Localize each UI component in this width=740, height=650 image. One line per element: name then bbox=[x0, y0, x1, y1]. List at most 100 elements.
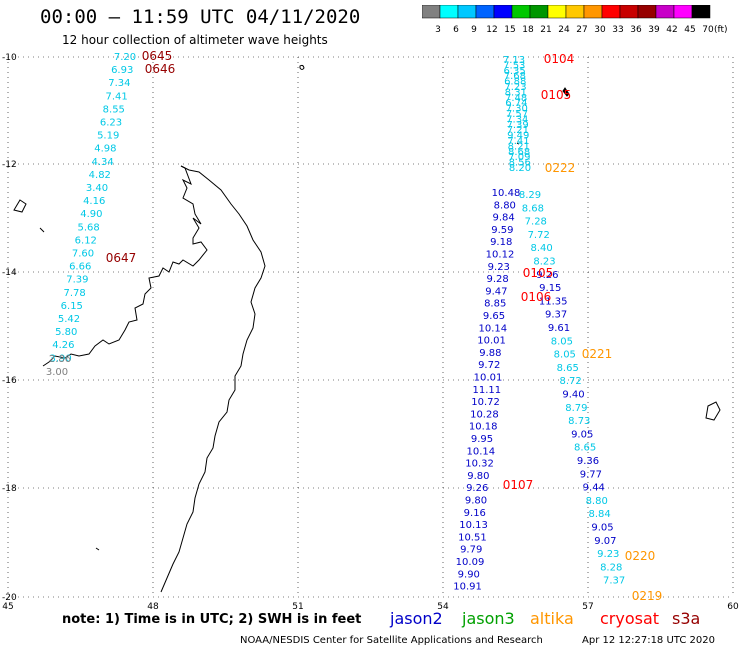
generated-timestamp: Apr 12 12:27:18 UTC 2020 bbox=[582, 635, 715, 646]
wave-height-value: 7.23 bbox=[504, 82, 526, 93]
lat-tick-label: -14 bbox=[2, 268, 17, 278]
pass-time-label: 0219 bbox=[632, 589, 663, 603]
lat-lon-grid: 45 48 51 54 57 60 -10 -12 -14 -16 -18 -20 bbox=[2, 53, 739, 610]
wave-height-value: 9.07 bbox=[594, 536, 616, 547]
lat-tick-label: -10 bbox=[2, 53, 17, 63]
lat-tick-label: -16 bbox=[2, 376, 17, 386]
wave-height-value: 7.13 bbox=[503, 55, 525, 66]
wave-height-value: 7.34 bbox=[506, 114, 528, 125]
wave-height-value: 10.32 bbox=[465, 459, 494, 470]
lon-tick-label: 54 bbox=[437, 602, 449, 610]
wave-height-value: 9.79 bbox=[460, 545, 482, 556]
wave-height-value: 10.14 bbox=[478, 323, 507, 334]
pass-time-label: 0646 bbox=[145, 62, 176, 76]
wave-height-value: 9.84 bbox=[492, 213, 514, 224]
wave-height-value: 7.57 bbox=[506, 109, 528, 120]
wave-height-value: 9.26 bbox=[536, 270, 558, 281]
map-title: 00:00 – 11:59 UTC 04/11/2020 bbox=[40, 6, 361, 28]
lon-tick-label: 51 bbox=[292, 602, 303, 610]
lat-tick-label: -20 bbox=[2, 593, 17, 603]
wave-height-value: 8.20 bbox=[509, 163, 531, 174]
lon-tick-label: 60 bbox=[727, 602, 739, 610]
wave-height-value: 7.53 bbox=[503, 60, 525, 71]
wave-height-value: 7.78 bbox=[63, 288, 85, 299]
scale-tick-label: 36 bbox=[630, 25, 642, 35]
wave-height-value: 9.23 bbox=[597, 549, 619, 560]
wave-height-value: 9.05 bbox=[571, 429, 593, 440]
scale-tick-label: 9 bbox=[471, 25, 477, 35]
wave-height-value: 7.09 bbox=[508, 152, 530, 163]
scale-tick-label: 45 bbox=[684, 25, 695, 35]
satellite-label-altika: altika bbox=[530, 609, 574, 628]
wave-height-value: 9.72 bbox=[478, 360, 500, 371]
wave-height-value: 6.23 bbox=[100, 118, 122, 129]
wave-height-value: 9.49 bbox=[507, 131, 529, 142]
wave-height-value: 7.21 bbox=[507, 125, 529, 136]
wave-height-value: 7.20 bbox=[114, 52, 136, 63]
altimeter-map: 45 48 51 54 57 60-10-12-14-16-18-20 7.206.937… bbox=[2, 49, 739, 610]
wave-height-value: 7.41 bbox=[105, 91, 127, 102]
wave-height-value: 8.72 bbox=[559, 376, 581, 387]
wave-height-value: 11.11 bbox=[472, 385, 501, 396]
wave-height-value: 8.73 bbox=[568, 416, 590, 427]
wave-height-value: 10.51 bbox=[458, 532, 487, 543]
pass-time-label: 0105 bbox=[523, 266, 554, 280]
footer-note: note: 1) Time is in UTC; 2) SWH is in fe… bbox=[62, 612, 362, 627]
lon-tick-label: 57 bbox=[582, 602, 593, 610]
scale-tick-label: 33 bbox=[612, 25, 623, 35]
wave-height-value: 8.21 bbox=[508, 141, 530, 152]
wave-height-value: 10.01 bbox=[477, 336, 506, 347]
scale-tick-label: 42 bbox=[666, 25, 677, 35]
pass-time-label: 0222 bbox=[545, 161, 576, 175]
lat-tick-label: -12 bbox=[2, 160, 17, 170]
wave-height-value: 8.84 bbox=[588, 509, 610, 520]
satellite-tracks: 7.20 6.93 7.34 7.41 8.55 6.23 5.19 4.98 4.34 4.82… bbox=[46, 49, 662, 603]
wave-height-value: 3.40 bbox=[86, 183, 108, 194]
wave-height-value: 7.28 bbox=[525, 217, 547, 228]
wave-height-value: 10.12 bbox=[486, 250, 515, 261]
wave-height-value: 10.72 bbox=[471, 397, 500, 408]
wave-height-value: 5.42 bbox=[58, 314, 80, 325]
wave-height-value: 6.88 bbox=[504, 77, 526, 88]
wave-height-value: 6.66 bbox=[69, 262, 91, 273]
wave-height-value: 7.37 bbox=[603, 576, 625, 587]
wave-height-value: 10.28 bbox=[470, 409, 499, 420]
wave-height-value: 8.28 bbox=[600, 562, 622, 573]
scale-tick-label: 30 bbox=[594, 25, 606, 35]
wave-height-value: 7.39 bbox=[66, 275, 88, 286]
lat-tick-label: -18 bbox=[2, 484, 17, 494]
wave-height-value: 9.26 bbox=[466, 483, 488, 494]
scale-swatch bbox=[691, 5, 711, 19]
madagascar-coastline bbox=[13, 64, 721, 593]
wave-height-value: 8.80 bbox=[494, 200, 516, 211]
wave-height-value: 8.40 bbox=[530, 243, 552, 254]
scale-tick-label: 18 bbox=[522, 25, 534, 35]
scale-tick-label: 24 bbox=[558, 25, 570, 35]
scale-tick-label: 3 bbox=[435, 25, 441, 35]
wave-height-value: 7.41 bbox=[507, 136, 529, 147]
wave-height-value: 9.16 bbox=[464, 508, 486, 519]
wave-height-value: 6.12 bbox=[75, 235, 97, 246]
pass-time-label: 0647 bbox=[106, 251, 137, 265]
scale-tick-label: 6 bbox=[453, 25, 459, 35]
wave-height-value: 8.31 bbox=[505, 87, 527, 98]
wave-height-value: 8.05 bbox=[554, 350, 576, 361]
wave-height-value: 9.65 bbox=[483, 311, 505, 322]
wave-height-value: 7.30 bbox=[506, 104, 528, 115]
pass-time-label: 0221 bbox=[582, 347, 613, 361]
wave-height-value: 10.48 bbox=[492, 188, 521, 199]
wave-height-value: 9.61 bbox=[548, 323, 570, 334]
credit-text: NOAA/NESDIS Center for Satellite Applica… bbox=[240, 635, 543, 646]
wave-height-value: 5.80 bbox=[55, 327, 77, 338]
lon-tick-label: 48 bbox=[147, 602, 159, 610]
wave-height-value: 8.68 bbox=[508, 147, 530, 158]
scale-tick-label: 39 bbox=[648, 25, 660, 35]
wave-height-value: 5.68 bbox=[77, 222, 99, 233]
satellite-label-s3a: s3a bbox=[672, 609, 701, 628]
wave-height-value: 7.34 bbox=[108, 78, 130, 89]
wave-height-value: 7.72 bbox=[528, 230, 550, 241]
wave-height-value: 5.19 bbox=[97, 131, 119, 142]
wave-height-value: 7.60 bbox=[72, 249, 94, 260]
satellite-label-jason2: jason2 bbox=[390, 609, 443, 628]
wave-height-value: 6.93 bbox=[111, 65, 133, 76]
